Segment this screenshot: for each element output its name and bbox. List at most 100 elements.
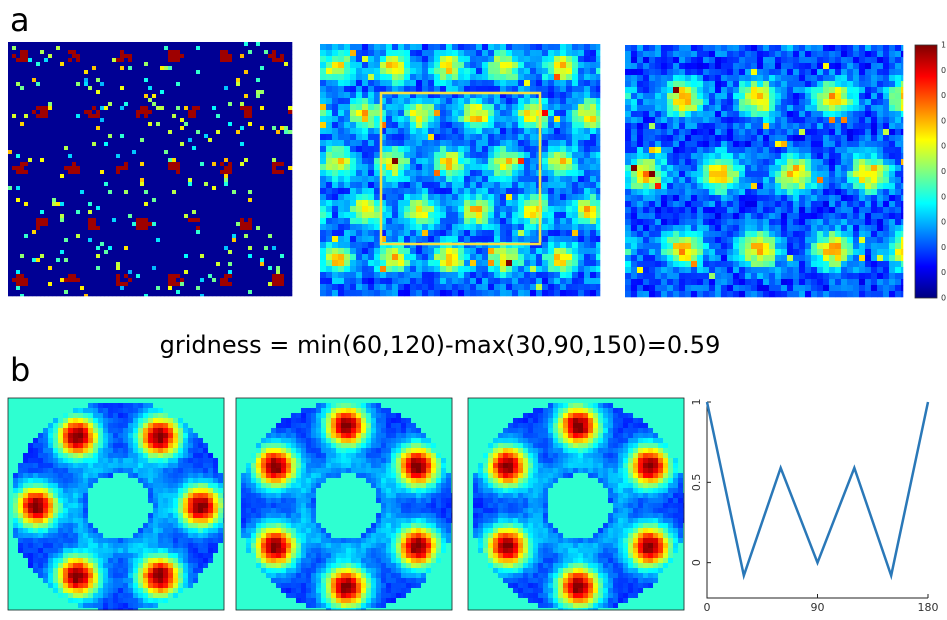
heat-cell bbox=[232, 54, 237, 59]
heat-cell bbox=[92, 278, 97, 283]
heat-cell bbox=[44, 182, 49, 187]
heat-cell bbox=[180, 130, 185, 135]
heat-cell bbox=[120, 294, 125, 297]
heat-cell bbox=[8, 198, 13, 203]
heat-cell bbox=[152, 62, 157, 67]
heat-cell bbox=[152, 198, 157, 203]
heat-cell bbox=[272, 270, 277, 275]
heat-cell bbox=[260, 278, 265, 283]
heat-cell bbox=[152, 170, 157, 175]
heat-cell bbox=[160, 122, 165, 127]
heat-cell bbox=[36, 162, 41, 167]
heat-cell bbox=[244, 258, 249, 263]
heat-cell bbox=[180, 246, 185, 251]
heat-cell bbox=[192, 58, 197, 63]
heat-cell bbox=[236, 122, 241, 127]
heat-cell bbox=[244, 114, 249, 119]
heat-cell bbox=[112, 122, 117, 127]
heat-cell bbox=[452, 50, 459, 57]
heat-cell bbox=[80, 66, 85, 71]
heat-cell bbox=[260, 246, 265, 251]
heat-cell bbox=[120, 162, 125, 167]
heat-cell bbox=[228, 54, 233, 59]
heat-cell bbox=[16, 102, 21, 107]
heat-cell bbox=[464, 74, 471, 81]
heat-cell bbox=[180, 226, 185, 231]
heat-cell bbox=[120, 134, 125, 139]
heat-cell bbox=[196, 218, 201, 223]
heat-cell bbox=[64, 110, 69, 115]
heat-cell bbox=[256, 158, 261, 163]
heat-cell bbox=[112, 214, 117, 219]
heat-cell bbox=[240, 114, 245, 119]
heat-cell bbox=[64, 142, 69, 147]
heat-cell bbox=[240, 98, 245, 103]
heat-cell bbox=[88, 190, 93, 195]
heat-cell bbox=[100, 246, 105, 251]
heat-cell bbox=[148, 282, 153, 287]
heat-cell bbox=[224, 282, 229, 287]
heat-cell bbox=[116, 150, 121, 155]
heat-cell bbox=[92, 238, 97, 243]
heat-cell bbox=[116, 118, 121, 123]
heat-cell bbox=[72, 98, 77, 103]
heat-cell bbox=[72, 202, 77, 207]
heat-cell bbox=[48, 70, 53, 75]
heat-cell bbox=[272, 98, 277, 103]
heat-cell bbox=[216, 190, 221, 195]
heat-cell bbox=[200, 138, 205, 143]
heat-cell bbox=[410, 74, 417, 81]
heat-cell bbox=[220, 262, 225, 267]
heat-cell bbox=[128, 166, 133, 171]
heat-cell bbox=[566, 92, 573, 99]
heat-cell bbox=[288, 182, 293, 187]
heat-cell bbox=[168, 210, 173, 215]
heat-cell bbox=[228, 130, 233, 135]
heat-cell bbox=[140, 294, 145, 297]
heat-cell bbox=[116, 186, 121, 191]
heat-cell bbox=[100, 282, 105, 287]
heat-cell bbox=[164, 134, 169, 139]
heat-cell bbox=[148, 90, 153, 95]
heat-cell bbox=[164, 234, 169, 239]
heat-cell bbox=[256, 74, 261, 79]
heat-cell bbox=[104, 186, 109, 191]
heat-cell bbox=[200, 50, 205, 55]
heat-cell bbox=[252, 186, 257, 191]
heat-cell bbox=[76, 142, 81, 147]
heat-cell bbox=[32, 150, 37, 155]
heat-cell bbox=[260, 82, 265, 87]
heat-cell bbox=[100, 50, 105, 55]
heat-cell bbox=[152, 294, 157, 297]
heat-cell bbox=[116, 82, 121, 87]
heat-cell bbox=[236, 66, 241, 71]
heat-cell bbox=[192, 166, 197, 171]
heat-cell bbox=[208, 278, 213, 283]
heat-cell bbox=[128, 82, 133, 87]
heat-cell bbox=[104, 138, 109, 143]
heat-cell bbox=[224, 102, 229, 107]
heat-cell bbox=[124, 106, 129, 111]
heat-cell bbox=[88, 174, 93, 179]
heat-cell bbox=[144, 94, 149, 99]
heat-cell bbox=[184, 246, 189, 251]
heat-cell bbox=[132, 46, 137, 51]
heat-cell bbox=[92, 202, 97, 207]
heat-cell bbox=[124, 230, 129, 235]
heat-cell bbox=[356, 98, 363, 105]
heat-cell bbox=[92, 42, 97, 47]
heat-cell bbox=[488, 68, 495, 75]
heat-cell bbox=[256, 126, 261, 131]
heat-cell bbox=[104, 46, 109, 51]
heat-cell bbox=[240, 222, 245, 227]
heat-cell bbox=[68, 234, 73, 239]
heat-cell bbox=[288, 126, 293, 131]
heat-cell bbox=[228, 282, 233, 287]
heat-cell bbox=[56, 122, 61, 127]
heat-cell bbox=[72, 222, 77, 227]
heat-cell bbox=[56, 134, 61, 139]
heat-cell bbox=[20, 66, 25, 71]
heat-cell bbox=[76, 70, 81, 75]
heat-cell bbox=[12, 118, 17, 123]
heat-cell bbox=[180, 206, 185, 211]
